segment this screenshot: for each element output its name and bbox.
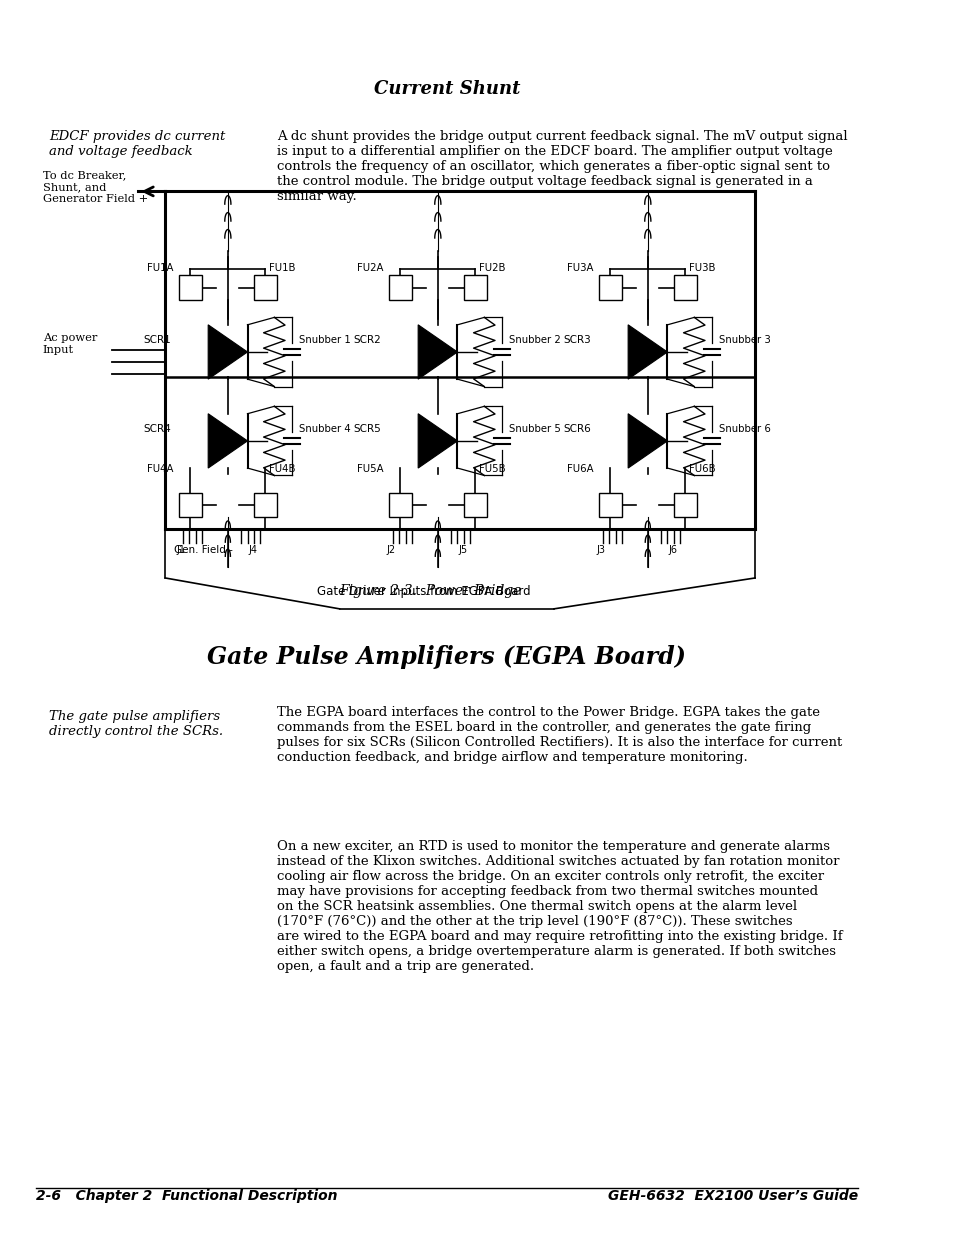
Text: A dc shunt provides the bridge output current feedback signal. The mV output sig: A dc shunt provides the bridge output cu…	[276, 130, 846, 203]
Bar	[463, 275, 486, 300]
Text: Ac power
Input: Ac power Input	[43, 333, 97, 354]
Text: 2-6   Chapter 2  Functional Description: 2-6 Chapter 2 Functional Description	[35, 1189, 337, 1203]
Bar	[388, 493, 412, 517]
Text: SCR5: SCR5	[353, 424, 380, 433]
Bar	[178, 493, 202, 517]
Text: FU4B: FU4B	[269, 464, 295, 474]
Text: J4: J4	[248, 545, 257, 555]
Bar	[253, 493, 276, 517]
Text: SCR6: SCR6	[562, 424, 590, 433]
Text: Snubber 1: Snubber 1	[299, 335, 351, 345]
Polygon shape	[417, 325, 457, 379]
Text: GEH-6632  EX2100 User’s Guide: GEH-6632 EX2100 User’s Guide	[607, 1189, 857, 1203]
Text: FU5A: FU5A	[357, 464, 383, 474]
Text: SCR3: SCR3	[562, 335, 590, 345]
Text: Gate Pulse Amplifiers (EGPA Board): Gate Pulse Amplifiers (EGPA Board)	[207, 645, 685, 668]
Bar	[673, 493, 697, 517]
Text: Snubber 3: Snubber 3	[719, 335, 770, 345]
Text: FU5B: FU5B	[478, 464, 505, 474]
Text: FU2A: FU2A	[357, 263, 383, 273]
Text: FU6B: FU6B	[688, 464, 715, 474]
Text: To dc Breaker,
Shunt, and
Generator Field +: To dc Breaker, Shunt, and Generator Fiel…	[43, 170, 148, 204]
Bar	[598, 493, 621, 517]
Text: J1: J1	[176, 545, 185, 555]
Text: Current Shunt: Current Shunt	[374, 80, 519, 99]
Polygon shape	[627, 414, 667, 468]
Bar	[673, 275, 697, 300]
Text: FU1B: FU1B	[269, 263, 295, 273]
Text: FU3A: FU3A	[567, 263, 593, 273]
Text: SCR2: SCR2	[353, 335, 380, 345]
Text: On a new exciter, an RTD is used to monitor the temperature and generate alarms
: On a new exciter, an RTD is used to moni…	[276, 840, 841, 973]
Text: Figure 2-3.  Power Bridge: Figure 2-3. Power Bridge	[339, 584, 521, 598]
Text: J6: J6	[668, 545, 677, 555]
Text: FU1A: FU1A	[148, 263, 173, 273]
Text: J5: J5	[457, 545, 467, 555]
Polygon shape	[417, 414, 457, 468]
Text: FU3B: FU3B	[688, 263, 715, 273]
Text: SCR4: SCR4	[143, 424, 171, 433]
Text: J3: J3	[596, 545, 604, 555]
Polygon shape	[208, 414, 247, 468]
Text: FU4A: FU4A	[148, 464, 173, 474]
Text: FU6A: FU6A	[567, 464, 594, 474]
Text: Gate Driver Inputs from EGPA Board: Gate Driver Inputs from EGPA Board	[316, 585, 530, 599]
Bar	[178, 275, 202, 300]
Bar	[463, 493, 486, 517]
Text: Snubber 6: Snubber 6	[719, 424, 770, 433]
Text: Snubber 2: Snubber 2	[509, 335, 560, 345]
Text: J2: J2	[386, 545, 395, 555]
Bar	[253, 275, 276, 300]
Polygon shape	[208, 325, 247, 379]
Text: Gen. Field -: Gen. Field -	[174, 545, 233, 555]
Bar	[388, 275, 412, 300]
Text: EDCF provides dc current
and voltage feedback: EDCF provides dc current and voltage fee…	[50, 130, 225, 158]
Text: The gate pulse amplifiers
directly control the SCRs.: The gate pulse amplifiers directly contr…	[50, 710, 223, 739]
Text: FU2B: FU2B	[478, 263, 505, 273]
Text: Snubber 5: Snubber 5	[509, 424, 560, 433]
Text: Snubber 4: Snubber 4	[299, 424, 351, 433]
Polygon shape	[627, 325, 667, 379]
Bar	[598, 275, 621, 300]
Text: The EGPA board interfaces the control to the Power Bridge. EGPA takes the gate
c: The EGPA board interfaces the control to…	[276, 706, 841, 764]
Text: SCR1: SCR1	[143, 335, 171, 345]
